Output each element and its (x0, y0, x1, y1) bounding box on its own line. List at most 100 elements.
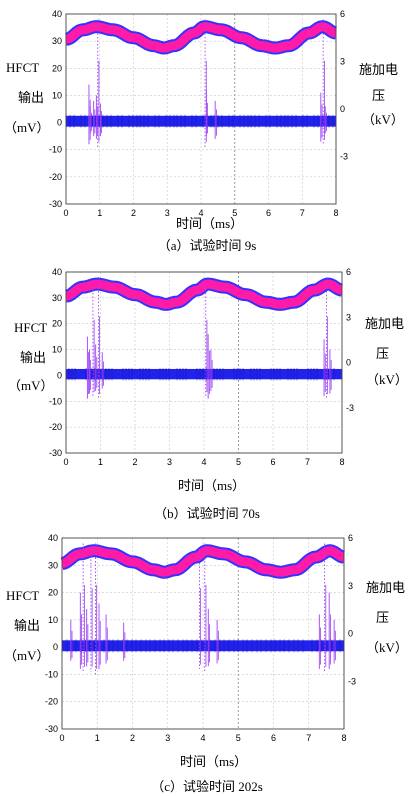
y-left-tick-label: -20 (49, 172, 62, 182)
x-tick-label: 7 (300, 208, 305, 218)
y-left-tick-label: 40 (48, 533, 58, 543)
y-right-tick-label: -3 (340, 152, 348, 162)
y-left-tick-label: 40 (52, 267, 62, 277)
left-axis-label-line2: 输出 (18, 90, 45, 105)
x-axis-label: 时间（ms） (180, 754, 248, 769)
y-right-tick-label: -3 (348, 676, 356, 686)
x-tick-label: 3 (167, 457, 172, 467)
y-left-tick-label: 0 (57, 370, 62, 380)
y-left-tick-label: 20 (52, 319, 62, 329)
x-tick-label: 4 (201, 457, 206, 467)
x-tick-label: 1 (98, 457, 103, 467)
left-axis-label-line1: HFCT (14, 320, 48, 335)
x-tick-label: 6 (266, 208, 271, 218)
x-tick-label: 2 (131, 208, 136, 218)
right-axis-label-line3: （kV） (366, 640, 408, 655)
y-left-tick-label: 20 (52, 63, 62, 73)
right-axis-label-line1: 施加电 (359, 62, 399, 77)
y-right-tick-label: 3 (348, 581, 353, 591)
x-tick-label: 5 (236, 457, 241, 467)
chart-panel-a: 0 1 2 3 4 5 6 7 8 40 30 20 10 0 -10 -20 -30 6 3 0 -3 HFCT 输出… (0, 0, 414, 258)
right-axis-label-line3: （kV） (362, 112, 404, 127)
hfct-noise-texture (65, 367, 335, 381)
hfct-noise-band (66, 368, 342, 380)
chart-panel-c: 0 1 2 3 4 5 6 7 8 40 30 20 10 0 -10 -20 -30 6 3 0 -3 HFCT 输出… (0, 524, 414, 796)
right-axis-label-line1: 施加电 (366, 580, 406, 595)
right-axis-label-line1: 施加电 (365, 316, 405, 331)
y-right-tick-label: 3 (340, 57, 345, 67)
y-right-tick-label: -3 (346, 403, 354, 413)
x-tick-label: 5 (232, 208, 237, 218)
y-left-tick-label: -10 (45, 669, 58, 679)
voltage-series-line (59, 546, 347, 577)
plot-frame (61, 537, 345, 730)
y-right-tick-label: 3 (346, 312, 351, 322)
y-right-tick-label: 6 (346, 267, 351, 277)
x-tick-label: 2 (132, 457, 137, 467)
left-axis-label-line1: HFCT (6, 60, 40, 75)
y-left-tick-label: 10 (48, 615, 58, 625)
y-left-tick-label: -30 (49, 448, 62, 458)
y-right-tick-label: 6 (348, 533, 353, 543)
x-tick-label: 0 (63, 208, 68, 218)
x-axis-label: 时间（ms） (176, 216, 244, 231)
chart-caption: （a）试验时间 9s (157, 238, 257, 253)
y-left-tick-label: 30 (48, 560, 58, 570)
left-axis-label-line3: （mV） (4, 120, 50, 135)
y-left-tick-label: 0 (53, 642, 58, 652)
y-left-tick-label: 10 (52, 90, 62, 100)
y-left-tick-label: 10 (52, 345, 62, 355)
left-axis-label-line2: 输出 (20, 350, 47, 365)
y-left-tick-label: -10 (49, 145, 62, 155)
x-tick-label: 2 (130, 733, 135, 743)
left-axis-label-line2: 输出 (14, 618, 41, 633)
y-left-tick-label: -20 (45, 697, 58, 707)
x-tick-label: 4 (200, 733, 205, 743)
plot-frame (65, 13, 337, 205)
x-tick-label: 7 (305, 457, 310, 467)
hfct-noise-band (62, 640, 344, 652)
voltage-series-line (63, 22, 339, 53)
y-left-tick-label: -10 (49, 396, 62, 406)
x-tick-label: 6 (271, 733, 276, 743)
y-right-tick-label: 0 (340, 104, 345, 114)
x-tick-label: 3 (165, 733, 170, 743)
chart-caption: （b）试验时间 70s (154, 506, 260, 521)
x-tick-label: 8 (333, 208, 338, 218)
x-axis-label: 时间（ms） (178, 478, 246, 493)
right-axis-label-line2: 压 (372, 88, 386, 103)
left-axis-label-line1: HFCT (6, 588, 40, 603)
right-axis-label-line2: 压 (376, 610, 390, 625)
y-left-tick-label: 30 (52, 293, 62, 303)
plot-frame (65, 271, 343, 454)
x-tick-label: 7 (306, 733, 311, 743)
y-right-tick-label: 0 (346, 358, 351, 368)
x-tick-label: 3 (165, 208, 170, 218)
left-axis-label-line3: （mV） (4, 648, 50, 663)
hfct-noise-band (66, 115, 336, 127)
y-right-tick-label: 0 (348, 629, 353, 639)
right-axis-label-line2: 压 (376, 346, 390, 361)
x-tick-label: 5 (236, 733, 241, 743)
chart-panel-b: 0 1 2 3 4 5 6 7 8 40 30 20 10 0 -10 -20 -30 6 3 0 -3 HFCT 输出… (0, 258, 414, 524)
y-left-tick-label: 0 (57, 118, 62, 128)
x-tick-label: 1 (95, 733, 100, 743)
left-axis-label-line3: （mV） (8, 378, 54, 393)
x-tick-label: 6 (270, 457, 275, 467)
y-right-tick-label: 6 (340, 9, 345, 19)
voltage-series-line (63, 279, 345, 309)
right-axis-label-line3: （kV） (366, 372, 408, 387)
y-left-tick-label: -20 (49, 422, 62, 432)
x-tick-label: 0 (59, 733, 64, 743)
x-tick-label: 8 (339, 457, 344, 467)
y-left-tick-label: 30 (52, 36, 62, 46)
x-tick-label: 8 (341, 733, 346, 743)
y-left-tick-label: -30 (45, 724, 58, 734)
x-tick-label: 0 (63, 457, 68, 467)
y-left-tick-label: 20 (48, 588, 58, 598)
chart-caption: （c）试验时间 202s (151, 779, 263, 794)
x-tick-label: 1 (97, 208, 102, 218)
